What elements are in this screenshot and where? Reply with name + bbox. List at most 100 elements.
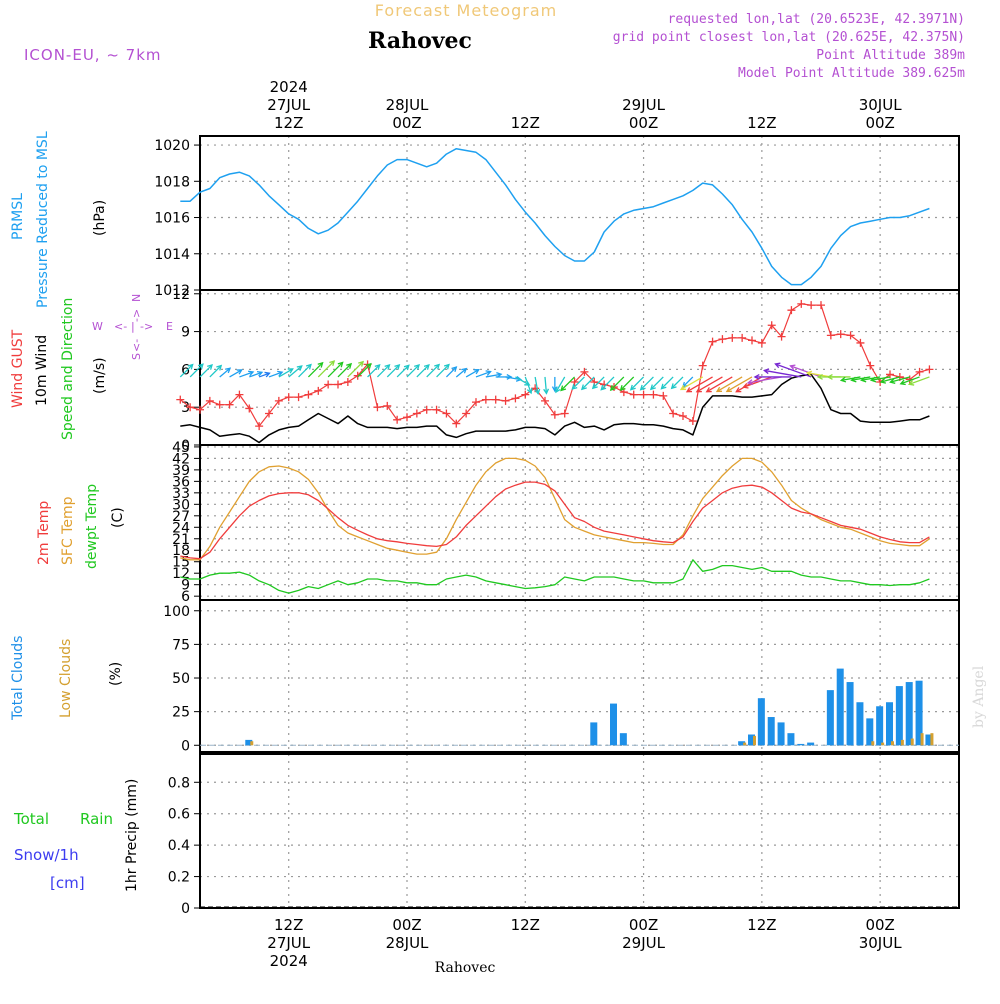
- total-cloud-bar: [856, 702, 864, 746]
- gust-marker: [728, 333, 737, 342]
- precip-panel-labels: Total Rain Snow/1h [cm] 1hr Precip (mm): [13, 779, 140, 892]
- wind-panel-labels: Wind GUST 10m Wind Speed and Direction (…: [10, 294, 173, 440]
- gust-marker: [393, 415, 402, 424]
- snow-label: Snow/1h: [14, 846, 79, 864]
- wind-arrowhead: [580, 384, 587, 391]
- total-cloud-bar: [925, 734, 933, 746]
- wind-arrow: [650, 376, 664, 390]
- wind-arrowhead: [889, 378, 896, 384]
- y-tick-label: 75: [172, 637, 190, 653]
- top-time-label: 12Z: [511, 114, 540, 132]
- prmsl-line: [180, 147, 930, 286]
- wind-arrowhead: [670, 383, 677, 390]
- rain-label-2: Rain: [80, 810, 113, 828]
- wind-arrow: [268, 371, 283, 378]
- wind-arrow: [199, 364, 213, 378]
- wind-arrowhead: [725, 386, 732, 393]
- y-tick-label: 33: [172, 486, 190, 502]
- y-tick-label: 9: [181, 578, 190, 594]
- wind-arrow: [367, 364, 381, 378]
- total-cloud-bar: [787, 733, 795, 746]
- wind-arrowhead: [705, 387, 712, 393]
- wind-gust-label: Wind GUST: [10, 329, 26, 408]
- wind-arrowhead: [639, 384, 646, 391]
- y-tick-label: 1014: [154, 247, 190, 263]
- gust-marker: [294, 393, 303, 402]
- wind-panel: 0 3 6 9 12: [172, 287, 960, 454]
- wind-arrowhead: [317, 361, 324, 368]
- bottom-time-label: 27JUL: [267, 934, 310, 952]
- wind-arrow: [610, 376, 625, 391]
- total-cloud-bar: [807, 742, 815, 746]
- gust-marker: [196, 405, 204, 414]
- gust-marker: [481, 395, 490, 404]
- gust-marker: [491, 395, 500, 404]
- top-time-label: 00Z: [392, 114, 421, 132]
- wind-arrow: [189, 363, 204, 378]
- y-tick-label: 0.2: [168, 870, 190, 886]
- panel-frame: [199, 444, 960, 601]
- total-cloud-bar: [777, 722, 785, 746]
- wind-arrow: [534, 376, 539, 394]
- gust-marker: [452, 419, 461, 428]
- bottom-time-label: 12Z: [274, 916, 303, 934]
- dewpt-line: [180, 559, 930, 594]
- gust-marker: [629, 390, 638, 399]
- wind-arrow: [851, 376, 871, 381]
- wind-unit-label: (m/s): [92, 357, 108, 394]
- panel-frame: [199, 289, 960, 446]
- wind-arrowhead: [374, 363, 381, 370]
- requested-coords: requested lon,lat (20.6523E, 42.3971N): [668, 12, 965, 27]
- gust-marker: [383, 401, 392, 410]
- y-tick-label: 6: [181, 589, 190, 605]
- gust-marker: [639, 390, 648, 399]
- wind-arrowhead: [899, 379, 906, 386]
- panel-frame: [199, 753, 960, 909]
- wind-arrowhead: [609, 385, 616, 391]
- gust-marker: [442, 409, 451, 418]
- gust-marker: [925, 365, 934, 374]
- low-cloud-bar: [900, 739, 904, 746]
- total-cloud-bar: [797, 743, 805, 746]
- gust-marker: [521, 390, 530, 399]
- wind-arrow: [426, 364, 440, 378]
- gust-marker: [649, 390, 658, 399]
- wind-arrow: [436, 364, 450, 378]
- wind-arrowhead: [296, 365, 303, 371]
- low-cloud-bar: [871, 741, 875, 746]
- gust-marker: [255, 422, 264, 431]
- total-cloud-bar: [886, 702, 893, 746]
- wind-arrow: [716, 376, 743, 393]
- gust-marker: [560, 409, 569, 418]
- wind-arrow: [485, 373, 502, 378]
- wind-arrow: [880, 376, 901, 383]
- compass-center: |: [131, 320, 135, 333]
- compass-west: W: [92, 320, 103, 333]
- wind-arrowhead: [850, 376, 857, 383]
- gust-marker: [235, 390, 244, 399]
- wind-arrowhead: [256, 370, 264, 377]
- wind-arrow: [807, 372, 831, 378]
- gust-marker: [836, 330, 845, 339]
- wind-arrowhead: [414, 363, 420, 370]
- gust-marker: [422, 405, 431, 414]
- top-time-label: 12Z: [274, 114, 303, 132]
- gust-marker: [176, 395, 185, 404]
- wind-arrowhead: [526, 387, 533, 395]
- wind-arrowhead: [443, 363, 450, 370]
- y-tick-label: 1020: [154, 138, 190, 154]
- gust-marker: [797, 299, 806, 308]
- wind-arrow: [682, 376, 694, 388]
- wind-arrowhead: [329, 360, 336, 367]
- wind-arrow: [357, 363, 372, 378]
- wind-arrowhead: [264, 371, 271, 378]
- bottom-time-label: 00Z: [865, 916, 894, 934]
- wind-arrow: [680, 376, 704, 391]
- wind-arrowhead: [679, 384, 687, 391]
- total-cloud-bar: [610, 703, 617, 746]
- low-cloud-bar: [743, 742, 747, 746]
- wind-arrow: [686, 376, 713, 393]
- y-tick-label: 0.6: [168, 807, 190, 823]
